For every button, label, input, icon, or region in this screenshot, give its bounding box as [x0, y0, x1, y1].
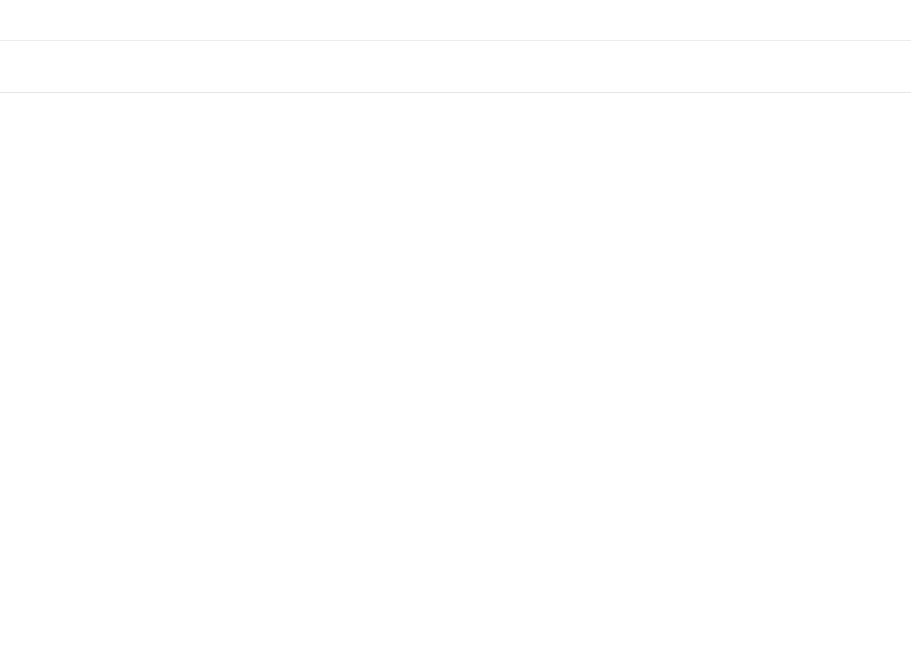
tabs-underline — [0, 92, 911, 93]
divider — [0, 40, 911, 41]
